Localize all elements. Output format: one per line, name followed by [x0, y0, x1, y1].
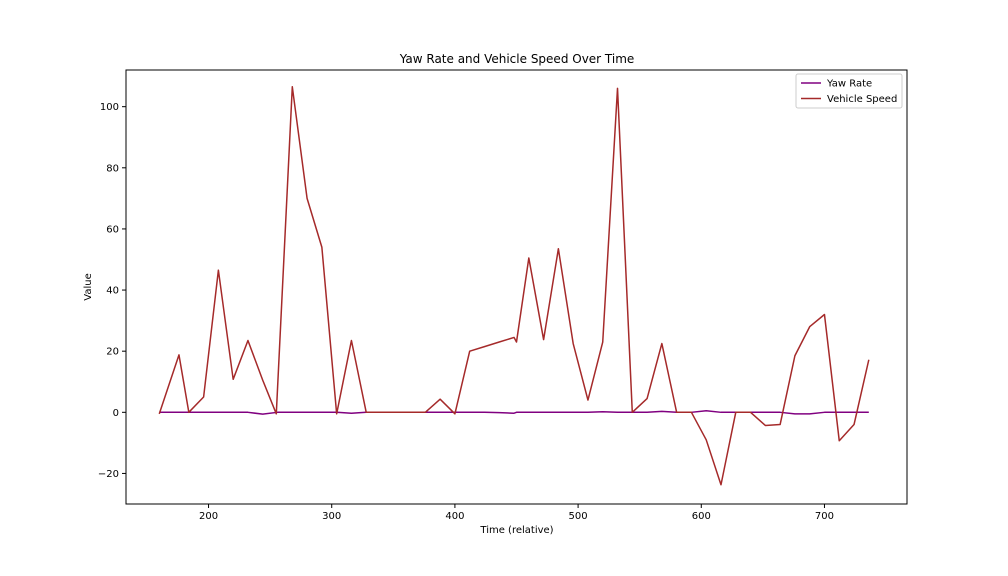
legend: Yaw Rate Vehicle Speed [795, 73, 903, 109]
x-tick-label: 600 [692, 511, 711, 522]
legend-label: Vehicle Speed [827, 94, 897, 105]
y-tick-label: 100 [100, 102, 119, 113]
x-tick-label: 300 [322, 511, 341, 522]
x-tick-label: 500 [569, 511, 588, 522]
y-axis-title: Value [83, 273, 94, 300]
y-tick-label: 40 [106, 286, 119, 297]
y-tick-label: 0 [113, 408, 119, 419]
x-tick-label: 200 [199, 511, 218, 522]
chart-title: Yaw Rate and Vehicle Speed Over Time [399, 52, 635, 66]
series-line-vehicle-speed [158, 86, 870, 486]
x-tick-label: 400 [445, 511, 464, 522]
series-lines [158, 86, 870, 486]
x-tick-label: 700 [815, 511, 834, 522]
legend-box [795, 73, 903, 109]
y-tick-label: 20 [106, 347, 119, 358]
legend-label: Yaw Rate [826, 79, 872, 90]
y-tick-label: 80 [106, 163, 119, 174]
y-tick-label: −20 [98, 469, 119, 480]
y-axis: −20 0 20 40 60 80 100 [98, 102, 126, 480]
x-axis: 200 300 400 500 600 700 [199, 504, 834, 522]
x-axis-title: Time (relative) [479, 525, 553, 536]
y-tick-label: 60 [106, 224, 119, 235]
plot-frame [125, 69, 908, 505]
